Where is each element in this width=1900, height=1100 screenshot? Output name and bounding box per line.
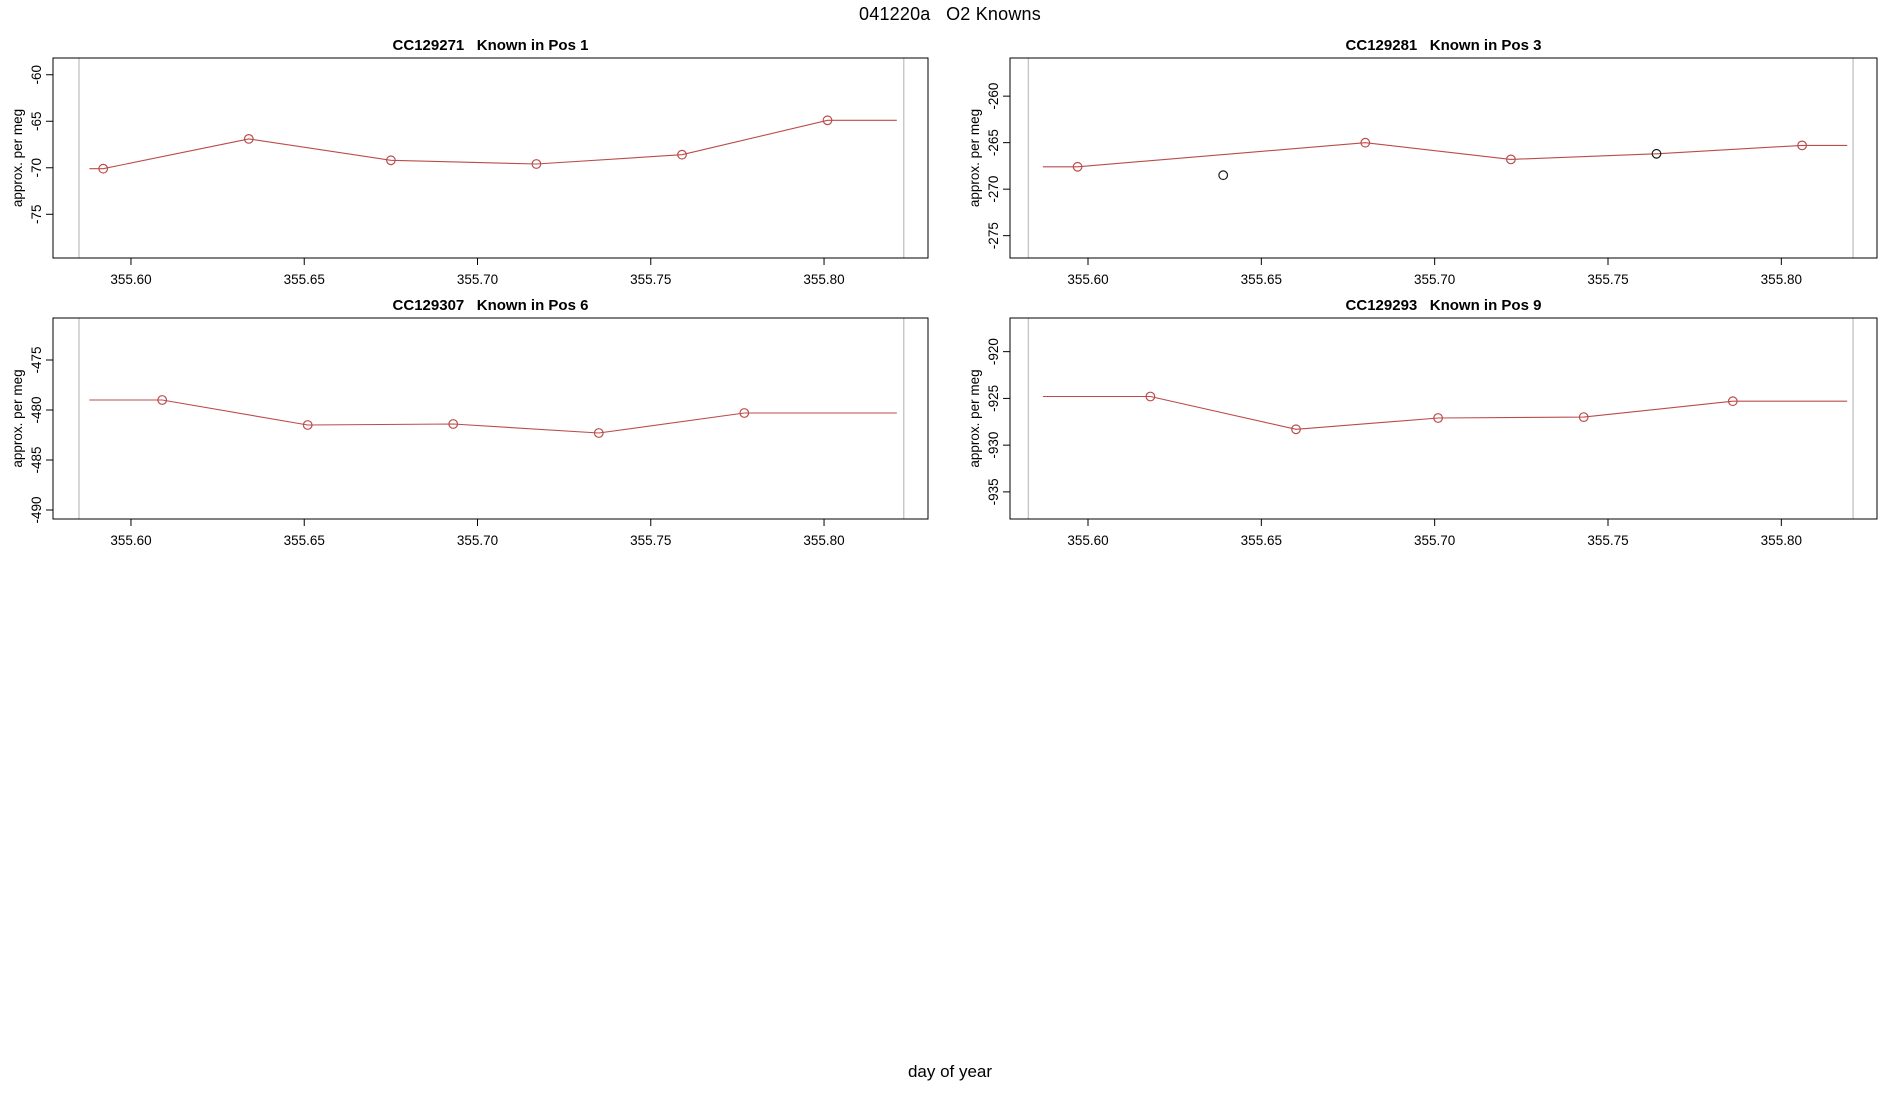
panel-title: CC129271 Known in Pos 1: [393, 37, 589, 54]
x-tick-label: 355.65: [284, 272, 325, 287]
data-point: [1360, 137, 1371, 148]
data-point: [739, 408, 750, 418]
y-tick-label: -485: [29, 446, 44, 473]
data-point: [1291, 424, 1301, 435]
fit-line: [1042, 395, 1848, 430]
x-tick-label: 355.60: [110, 533, 151, 548]
x-tick-label: 355.70: [1414, 272, 1455, 287]
y-tick-label: -935: [986, 478, 1001, 505]
data-point: [593, 428, 604, 438]
x-tick-label: 355.65: [284, 533, 325, 548]
x-tick-label: 355.75: [1587, 533, 1628, 548]
data-point: [302, 420, 313, 430]
data-point: [157, 395, 168, 405]
y-tick-label: -480: [29, 396, 44, 423]
x-tick-label: 355.70: [1414, 533, 1455, 548]
y-tick-label: -75: [29, 205, 44, 225]
x-axis-title: day of year: [907, 1062, 993, 1081]
data-point: [677, 149, 687, 160]
y-tick-label: -925: [986, 385, 1001, 412]
data-point: [1797, 140, 1807, 151]
panel-frame: [1009, 57, 1878, 259]
flagged-data-point: [1218, 170, 1229, 181]
panel-title: CC129281 Known in Pos 3: [1346, 37, 1542, 54]
x-tick-label: 355.60: [1067, 272, 1108, 287]
x-tick-label: 355.75: [1587, 272, 1628, 287]
x-tick-label: 355.80: [1761, 533, 1802, 548]
data-point: [98, 163, 109, 174]
y-axis-label: approx. per meg: [10, 109, 25, 207]
x-tick-label: 355.60: [110, 272, 151, 287]
y-tick-label: -70: [29, 158, 44, 178]
y-axis-label: approx. per meg: [10, 369, 25, 467]
y-tick-label: -275: [986, 222, 1001, 249]
data-point: [822, 115, 833, 126]
panel-CC129307: 355.60 355.65 355.70 355.75 355.80 -475 -480 -4…: [10, 297, 929, 548]
panel-title: CC129293 Known in Pos 9: [1346, 297, 1542, 314]
panel-CC129281: 355.60 355.65 355.70 355.75 355.80 -260 -265 -2…: [967, 37, 1878, 287]
y-tick-label: -270: [986, 176, 1001, 203]
x-tick-label: 355.60: [1067, 533, 1108, 548]
data-point: [1072, 161, 1083, 172]
data-point: [1433, 413, 1443, 423]
y-tick-label: -475: [29, 346, 44, 373]
data-point: [1505, 154, 1516, 165]
panel-frame: [52, 317, 929, 520]
data-point: [1145, 391, 1156, 402]
panel-title: CC129307 Known in Pos 6: [393, 297, 589, 314]
y-tick-label: -930: [986, 432, 1001, 459]
data-point: [1727, 396, 1738, 407]
panel-CC129293: 355.60 355.65 355.70 355.75 355.80 -920 -925 -9…: [967, 297, 1878, 548]
y-tick-label: -490: [29, 496, 44, 523]
y-tick-label: -265: [986, 129, 1001, 156]
data-point: [448, 419, 459, 429]
fit-line: [89, 119, 897, 170]
x-tick-label: 355.65: [1241, 533, 1282, 548]
panel-frame: [1009, 317, 1878, 520]
data-point: [243, 133, 254, 144]
data-point: [386, 155, 396, 166]
fit-line: [1042, 142, 1848, 168]
fit-line: [89, 399, 897, 434]
y-tick-label: -920: [986, 338, 1001, 365]
x-tick-label: 355.65: [1241, 272, 1282, 287]
y-axis-label: approx. per meg: [967, 109, 982, 207]
x-tick-label: 355.70: [457, 272, 498, 287]
y-axis-label: approx. per meg: [967, 369, 982, 467]
y-tick-label: -60: [29, 65, 44, 85]
flagged-data-point: [1651, 148, 1662, 159]
x-tick-label: 355.80: [1761, 272, 1802, 287]
x-tick-label: 355.75: [630, 533, 671, 548]
y-tick-label: -260: [986, 83, 1001, 110]
x-tick-label: 355.80: [803, 272, 844, 287]
data-point: [1578, 412, 1589, 423]
figure-title: 041220a O2 Knowns: [859, 4, 1041, 24]
panel-CC129271: 355.60 355.65 355.70 355.75 355.80 -60 -65 -70 -…: [10, 37, 929, 287]
x-tick-label: 355.80: [803, 533, 844, 548]
x-tick-label: 355.70: [457, 533, 498, 548]
y-tick-label: -65: [29, 111, 44, 131]
x-tick-label: 355.75: [630, 272, 671, 287]
panel-frame: [52, 57, 929, 259]
data-point: [531, 159, 542, 169]
